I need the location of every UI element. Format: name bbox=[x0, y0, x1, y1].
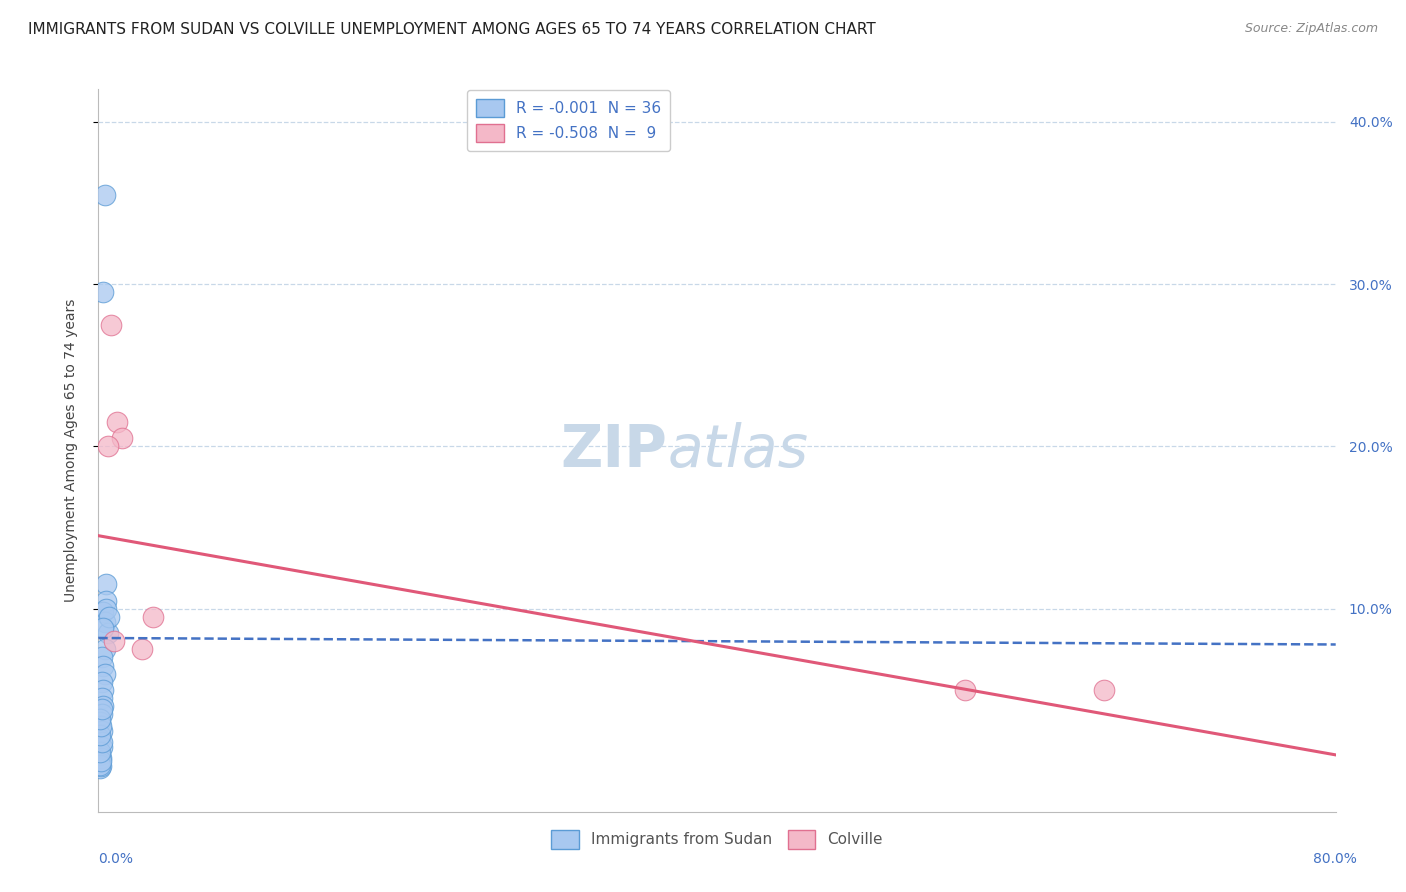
Point bbox=[100, 318, 122, 332]
Point bbox=[96, 577, 118, 591]
Point bbox=[91, 621, 114, 635]
Point bbox=[953, 682, 976, 697]
Point bbox=[90, 759, 112, 773]
Point bbox=[93, 187, 115, 202]
Point bbox=[105, 415, 128, 429]
Text: ZIP: ZIP bbox=[561, 422, 668, 479]
Legend: Immigrants from Sudan, Colville: Immigrants from Sudan, Colville bbox=[546, 824, 889, 855]
Point bbox=[90, 755, 112, 769]
Point bbox=[89, 756, 111, 770]
Point bbox=[89, 747, 111, 762]
Text: atlas: atlas bbox=[668, 422, 808, 479]
Point bbox=[91, 658, 114, 673]
Point bbox=[96, 601, 118, 615]
Point bbox=[90, 702, 112, 716]
Point bbox=[93, 615, 115, 629]
Point bbox=[93, 666, 115, 681]
Point bbox=[89, 761, 111, 775]
Point bbox=[1092, 682, 1115, 697]
Point bbox=[90, 723, 112, 738]
Point bbox=[89, 757, 111, 772]
Point bbox=[89, 712, 111, 726]
Point bbox=[89, 728, 111, 742]
Point bbox=[90, 719, 112, 733]
Point bbox=[111, 431, 132, 445]
Point bbox=[90, 735, 112, 749]
Text: IMMIGRANTS FROM SUDAN VS COLVILLE UNEMPLOYMENT AMONG AGES 65 TO 74 YEARS CORRELA: IMMIGRANTS FROM SUDAN VS COLVILLE UNEMPL… bbox=[28, 22, 876, 37]
Point bbox=[89, 731, 111, 746]
Point bbox=[97, 626, 120, 640]
Point bbox=[97, 439, 120, 453]
Point bbox=[90, 691, 112, 706]
Point bbox=[98, 610, 121, 624]
Point bbox=[90, 650, 112, 665]
Point bbox=[141, 610, 165, 624]
Point bbox=[91, 699, 114, 714]
Point bbox=[91, 605, 114, 619]
Point bbox=[90, 739, 112, 754]
Text: 0.0%: 0.0% bbox=[98, 852, 134, 866]
Point bbox=[91, 285, 114, 300]
Point bbox=[90, 751, 112, 765]
Text: 80.0%: 80.0% bbox=[1313, 852, 1357, 866]
Point bbox=[90, 674, 112, 689]
Point bbox=[103, 634, 125, 648]
Point bbox=[93, 642, 115, 657]
Point bbox=[89, 715, 111, 730]
Point bbox=[91, 682, 114, 697]
Point bbox=[90, 707, 112, 722]
Point bbox=[131, 642, 153, 657]
Text: Source: ZipAtlas.com: Source: ZipAtlas.com bbox=[1244, 22, 1378, 36]
Point bbox=[89, 745, 111, 759]
Point bbox=[96, 593, 118, 607]
Y-axis label: Unemployment Among Ages 65 to 74 years: Unemployment Among Ages 65 to 74 years bbox=[63, 299, 77, 602]
